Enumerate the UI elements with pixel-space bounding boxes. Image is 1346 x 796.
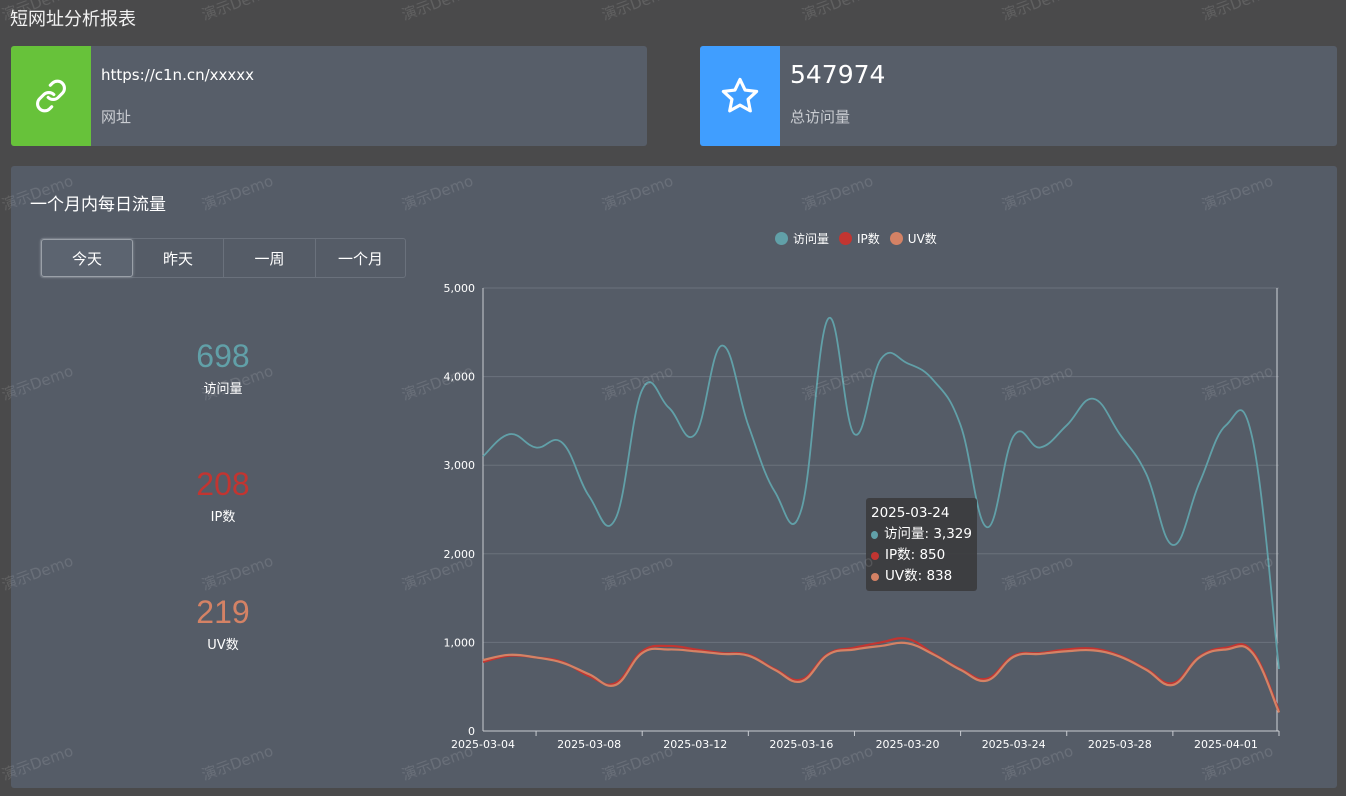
tooltip-dot xyxy=(871,551,879,560)
legend-dot xyxy=(839,232,853,245)
link-icon xyxy=(36,79,66,113)
panel-title: 一个月内每日流量 xyxy=(30,195,166,215)
legend-dot xyxy=(889,232,903,245)
page-title: 短网址分析报表 xyxy=(10,9,136,30)
tooltip-dot xyxy=(871,530,878,539)
stat-uv: 219 UV数 xyxy=(123,594,323,653)
series-line-uv xyxy=(482,641,1281,713)
tab-today[interactable]: 今天 xyxy=(41,239,133,277)
traffic-panel: 一个月内每日流量 今天 昨天 一周 一个月 698 访问量 208 IP数 21… xyxy=(11,166,1337,788)
y-tick-label: 2,000 xyxy=(444,548,476,561)
chart-tooltip: 2025-03-24 访问量: 3,329 IP数: 850 UV数: 838 xyxy=(866,498,977,591)
x-tick-label: 2025-03-12 xyxy=(663,738,727,751)
link-icon-box xyxy=(11,46,91,146)
legend-item-ip[interactable]: IP数 xyxy=(839,230,880,247)
legend-label: IP数 xyxy=(857,232,880,246)
x-tick-label: 2025-04-01 xyxy=(1194,738,1258,751)
x-tick-label: 2025-03-24 xyxy=(982,738,1046,751)
stat-uv-label: UV数 xyxy=(207,638,239,653)
y-tick-label: 0 xyxy=(468,725,475,738)
stat-uv-value: 219 xyxy=(196,594,250,630)
legend-label: UV数 xyxy=(907,232,937,246)
x-tick-label: 2025-03-28 xyxy=(1088,738,1152,751)
tooltip-row-ip: IP数: 850 xyxy=(871,545,972,566)
watermark-text: 演示Demo xyxy=(999,0,1076,25)
y-tick-label: 4,000 xyxy=(444,371,476,384)
y-tick-label: 3,000 xyxy=(444,459,476,472)
range-tabs: 今天 昨天 一周 一个月 xyxy=(40,238,406,278)
total-visits-label: 总访问量 xyxy=(790,108,851,126)
watermark-text: 演示Demo xyxy=(1199,0,1276,25)
total-visits-value: 547974 xyxy=(790,60,886,89)
tooltip-row-visits: 访问量: 3,329 xyxy=(871,524,972,545)
legend-item-visits[interactable]: 访问量 xyxy=(775,230,829,247)
stat-ip-value: 208 xyxy=(196,466,250,502)
watermark-text: 演示Demo xyxy=(399,0,476,25)
star-icon xyxy=(721,77,759,113)
legend-item-uv[interactable]: UV数 xyxy=(889,230,937,247)
stat-visits-label: 访问量 xyxy=(203,382,243,397)
stat-ip-label: IP数 xyxy=(210,510,236,525)
tab-week[interactable]: 一周 xyxy=(224,239,316,277)
short-url-value: https://c1n.cn/xxxxx xyxy=(101,66,255,84)
x-tick-label: 2025-03-16 xyxy=(769,738,833,751)
series-line-visits xyxy=(482,316,1280,670)
star-icon-box xyxy=(700,46,780,146)
tooltip-text: UV数: 838 xyxy=(885,568,953,584)
x-tick-label: 2025-03-08 xyxy=(557,738,621,751)
tab-yesterday[interactable]: 昨天 xyxy=(133,239,224,277)
x-tick-label: 2025-03-04 xyxy=(451,738,515,751)
tooltip-date: 2025-03-24 xyxy=(871,505,950,521)
legend-label: 访问量 xyxy=(793,232,830,246)
traffic-line-chart[interactable]: 0 1,000 2,000 3,000 4,000 5,000 2025-03-04 2025… xyxy=(11,166,1337,788)
url-card: https://c1n.cn/xxxxx 网址 xyxy=(11,46,647,146)
tooltip-row-uv: UV数: 838 xyxy=(871,566,972,587)
stat-ip: 208 IP数 xyxy=(123,466,323,525)
watermark-text: 演示Demo xyxy=(599,0,676,25)
series-line-ip xyxy=(482,637,1281,712)
short-url-label: 网址 xyxy=(101,108,132,126)
tooltip-dot xyxy=(871,572,879,581)
y-tick-label: 1,000 xyxy=(444,636,476,649)
tab-month[interactable]: 一个月 xyxy=(337,249,383,268)
tooltip-text: 访问量: 3,329 xyxy=(884,526,972,542)
stat-visits: 698 访问量 xyxy=(123,338,323,397)
stat-visits-value: 698 xyxy=(196,338,250,374)
chart-legend: 访问量 IP数 UV数 xyxy=(775,230,937,247)
x-tick-label: 2025-03-20 xyxy=(876,738,940,751)
total-visits-card: 547974 总访问量 xyxy=(700,46,1337,146)
legend-dot xyxy=(775,232,788,245)
watermark-text: 演示Demo xyxy=(199,0,276,25)
tooltip-text: IP数: 850 xyxy=(885,547,946,563)
y-tick-label: 5,000 xyxy=(444,282,476,295)
watermark-text: 演示Demo xyxy=(799,0,876,25)
